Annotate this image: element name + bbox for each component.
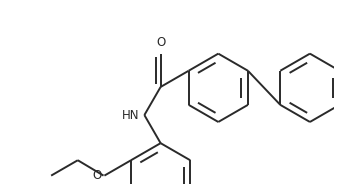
Text: HN: HN: [122, 109, 139, 122]
Text: O: O: [156, 36, 165, 49]
Text: O: O: [92, 169, 102, 182]
